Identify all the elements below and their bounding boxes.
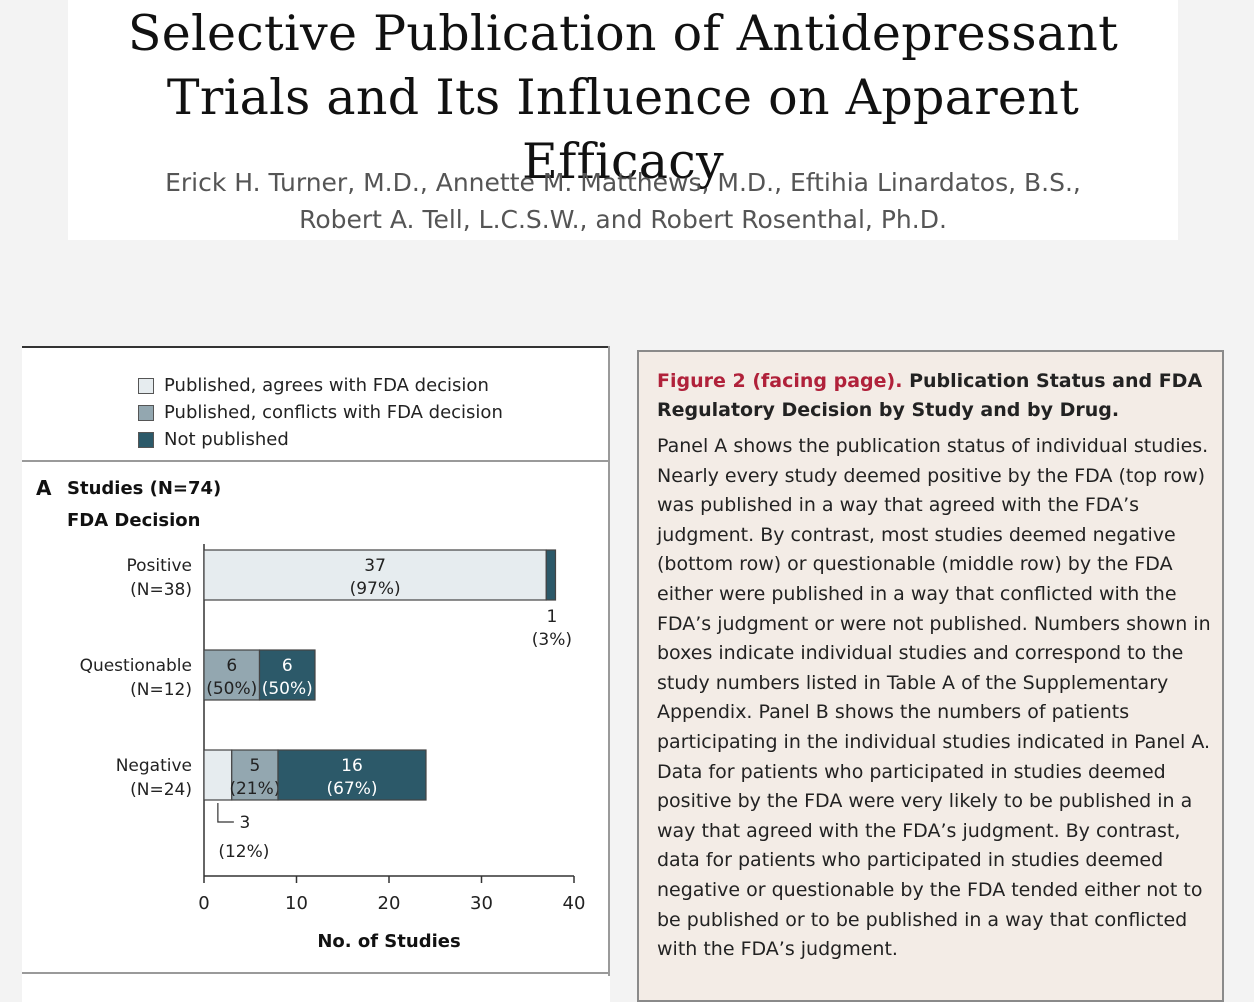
- category-label: Positive: [126, 556, 192, 576]
- figure-caption: Figure 2 (facing page). Publication Stat…: [637, 350, 1224, 1002]
- author-list: Erick H. Turner, M.D., Annette M. Matthe…: [68, 164, 1178, 238]
- legend-label-not-published: Not published: [164, 429, 289, 450]
- bar-chart: 0 10 20 30 40 No. of Studies Positive (N=38) Que…: [80, 544, 586, 952]
- bar-segment: [277, 749, 427, 801]
- bottom-divider: [22, 972, 608, 974]
- figure-panel: Published, agrees with FDA decision Publ…: [22, 346, 610, 1002]
- category-n-label: (N=38): [130, 580, 192, 600]
- caption-heading-text: Publication Status and FDA Regulatory De…: [657, 370, 1203, 421]
- bar-value-label: 16: [341, 756, 363, 776]
- x-tick-label: 30: [470, 893, 493, 914]
- panel-border: [608, 346, 610, 976]
- legend-swatch-agrees: [138, 377, 154, 394]
- x-axis-label: No. of Studies: [317, 931, 460, 952]
- bar-segment: [258, 649, 316, 701]
- legend-label-agrees: Published, agrees with FDA decision: [164, 375, 489, 396]
- article-header: Selective Publication of Antidepressant …: [68, 0, 1178, 240]
- legend-item-agrees: Published, agrees with FDA decision: [138, 372, 503, 399]
- x-tick-label: 40: [563, 893, 586, 914]
- authors-line-1: Erick H. Turner, M.D., Annette M. Matthe…: [165, 168, 1081, 197]
- bar-value-label: 6: [226, 656, 237, 676]
- bar-pct-label: (67%): [326, 779, 377, 799]
- x-tick-label: 20: [378, 893, 401, 914]
- caption-body: Panel A shows the publication status of …: [657, 435, 1211, 961]
- category-label: Negative: [116, 756, 192, 776]
- authors-line-2: Robert A. Tell, L.C.S.W., and Robert Ros…: [299, 205, 947, 234]
- chart-legend: Published, agrees with FDA decision Publ…: [138, 372, 503, 453]
- chart-title: Studies (N=74): [67, 478, 222, 499]
- bar-pct-label: (12%): [218, 842, 269, 862]
- bar-value-label: 1: [546, 607, 557, 627]
- caption-figure-label: Figure 2 (facing page).: [657, 370, 903, 392]
- bar-segment: [203, 649, 261, 701]
- title-line-2: Trials and Its Influence on Apparent Eff…: [166, 69, 1080, 190]
- bar-pct-label: (97%): [350, 579, 401, 599]
- legend-label-conflicts: Published, conflicts with FDA decision: [164, 402, 503, 423]
- panel-letter: A: [36, 476, 52, 500]
- bar-segment: [231, 749, 279, 801]
- caption-heading: Figure 2 (facing page). Publication Stat…: [657, 367, 1217, 425]
- bar-pct-label: (50%): [206, 679, 257, 699]
- bar-value-label: 37: [364, 556, 386, 576]
- legend-item-not-published: Not published: [138, 426, 503, 453]
- bar-segment: [203, 749, 233, 801]
- bar-value-label: 3: [239, 813, 250, 833]
- bar-value-label: 5: [249, 756, 260, 776]
- legend-swatch-conflicts: [138, 404, 154, 421]
- title-line-1: Selective Publication of Antidepressant: [127, 5, 1119, 62]
- category-n-label: (N=24): [130, 780, 192, 800]
- bar-segment: [203, 549, 547, 601]
- legend-item-conflicts: Published, conflicts with FDA decision: [138, 399, 503, 426]
- legend-divider: [22, 460, 608, 462]
- x-tick-label: 0: [198, 893, 209, 914]
- article-title: Selective Publication of Antidepressant …: [68, 2, 1178, 194]
- bar-leader-line: [217, 803, 234, 823]
- x-tick-label: 10: [285, 893, 308, 914]
- bar-pct-label: (3%): [532, 630, 572, 650]
- category-label: Questionable: [80, 656, 192, 676]
- legend-swatch-not-published: [138, 431, 154, 448]
- bar-pct-label: (21%): [229, 779, 280, 799]
- category-n-label: (N=12): [130, 680, 192, 700]
- chart-subtitle: FDA Decision: [67, 510, 201, 531]
- top-rule: [22, 346, 610, 348]
- bar-pct-label: (50%): [262, 679, 313, 699]
- bar-value-label: 6: [282, 656, 293, 676]
- bar-segment: [545, 549, 557, 601]
